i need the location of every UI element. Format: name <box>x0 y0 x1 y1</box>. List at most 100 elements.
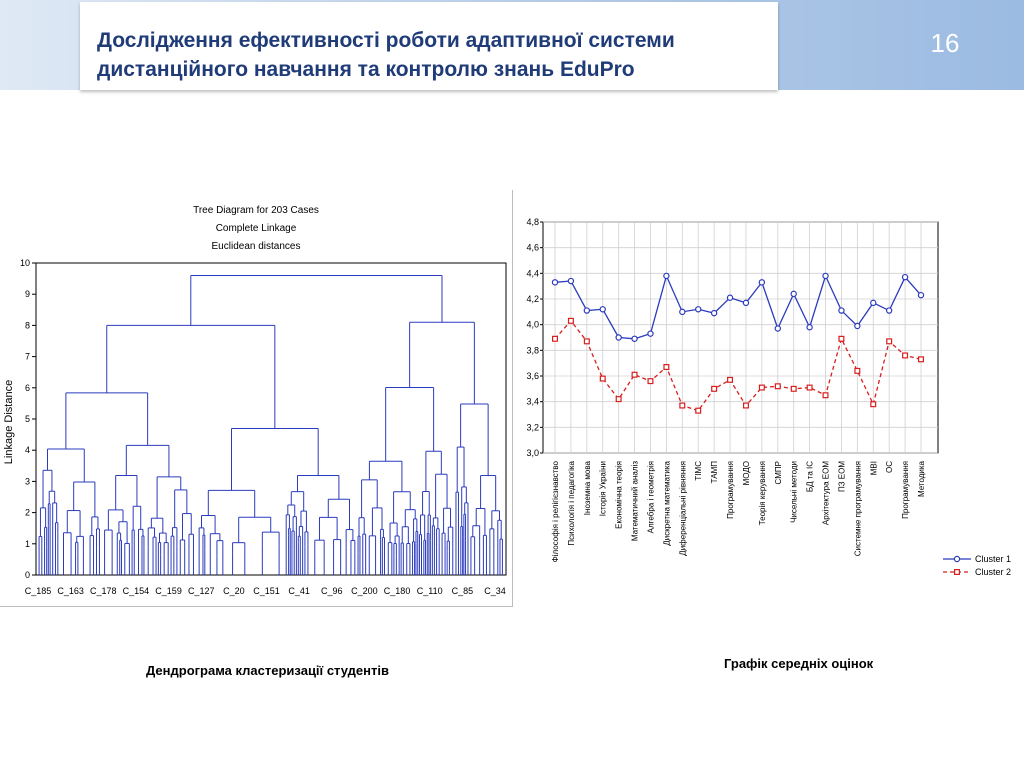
line-x-category-label: МВІ <box>869 461 878 475</box>
cluster-2-point <box>583 338 590 345</box>
line-x-category-label: Математичний аналіз <box>631 461 640 541</box>
legend-marker-square <box>954 569 961 576</box>
dendrogram-leaf-label: C_200 <box>351 586 378 596</box>
dendrogram-y-tick-label: 4 <box>25 445 30 455</box>
cluster-1-point <box>758 279 766 286</box>
title-box: Дослідження ефективності роботи адаптивн… <box>80 2 778 90</box>
cluster-1-point <box>806 324 813 331</box>
line-x-category-label: Чисельні методи <box>790 461 799 523</box>
cluster-1-point <box>790 290 797 298</box>
cluster-1-point <box>583 307 591 314</box>
dendrogram-y-tick-label: 6 <box>25 383 30 393</box>
slide-title: Дослідження ефективності роботи адаптивн… <box>97 29 675 81</box>
dendrogram-y-tick-label: 2 <box>25 508 30 518</box>
line-chart-frame <box>542 221 939 454</box>
line-x-category-label: Диференціальні рівняння <box>678 461 687 556</box>
line-x-category-label: ПЗ ЕОМ <box>837 461 846 492</box>
cluster-2-point <box>551 335 558 342</box>
line-x-category-label: Економічна теорія <box>615 461 624 529</box>
cluster-1-point <box>551 279 559 286</box>
dendrogram-panel: Tree Diagram for 203 Cases Complete Link… <box>0 190 513 607</box>
cluster-1-point <box>822 272 829 280</box>
dendrogram-y-tick-label: 7 <box>25 352 30 362</box>
line-x-category-label: Психологія і педагогіка <box>567 460 576 545</box>
dendrogram-y-tick-label: 5 <box>25 414 30 424</box>
series-line-cluster-2 <box>554 319 922 412</box>
dendrogram-subtitle-distance: Euclidean distances <box>212 241 301 252</box>
dendrogram-leaf-label: C_185 <box>25 586 52 596</box>
line-x-category-label: Алгебра і геометрія <box>646 461 655 533</box>
line-x-category-label: Історія України <box>599 461 608 516</box>
cluster-1-point <box>885 307 893 314</box>
line-x-category-label: БД та ІС <box>806 461 815 492</box>
dendrogram-leaf-label: C_85 <box>452 586 474 596</box>
cluster-2-point <box>647 378 654 385</box>
line-x-category-label: Дискретна математика <box>662 460 671 545</box>
line-x-category-label: Теорія керування <box>758 461 767 525</box>
line-y-tick-label: 3,0 <box>526 448 539 458</box>
dendrogram-y-tick-label: 10 <box>20 258 30 268</box>
series-line-cluster-1 <box>554 273 922 340</box>
cluster-1-point <box>631 335 638 342</box>
cluster-2-point <box>806 384 813 391</box>
cluster-2-point <box>567 317 574 324</box>
cluster-2-point <box>758 384 765 391</box>
cluster-2-point <box>774 383 781 390</box>
cluster-2-point <box>902 352 909 359</box>
cluster-2-point <box>711 385 718 392</box>
cluster-1-point <box>599 306 606 313</box>
line-chart-caption: Графік середніх оцінок <box>724 656 874 671</box>
cluster-1-point <box>663 272 670 280</box>
dendrogram-chart: Tree Diagram for 203 Cases Complete Link… <box>3 205 507 596</box>
line-y-tick-label: 4,6 <box>526 243 539 253</box>
cluster-2-point <box>870 401 877 408</box>
dendrogram-leaf-label: C_110 <box>417 586 443 596</box>
line-x-category-label: ТІМС <box>694 461 703 481</box>
line-x-category-label: Архітектура ЕОМ <box>822 461 831 525</box>
dendrogram-y-tick-label: 9 <box>25 289 30 299</box>
dendrogram-subtitle-linkage: Complete Linkage <box>216 223 297 234</box>
line-y-tick-label: 4,8 <box>526 217 539 227</box>
line-x-category-label: ТАМП <box>710 461 719 484</box>
dendrogram-y-tick-label: 8 <box>25 320 30 330</box>
line-x-category-label: Програмування <box>726 461 735 519</box>
cluster-2-point <box>663 364 670 371</box>
line-y-tick-label: 3,4 <box>526 397 539 407</box>
dendrogram-y-tick-label: 0 <box>25 570 30 580</box>
cluster-2-point <box>727 376 734 383</box>
cluster-2-point <box>615 396 622 403</box>
dendrogram-y-tick-label: 3 <box>25 476 30 486</box>
line-x-category-label: ОС <box>885 461 894 473</box>
dendrogram-leaf-label: C_154 <box>123 586 150 596</box>
dendrogram-title: Tree Diagram for 203 Cases <box>193 205 319 216</box>
dendrogram-leaf-label: C_151 <box>253 586 280 596</box>
cluster-1-point <box>695 306 702 313</box>
cluster-2-point <box>918 356 925 363</box>
line-y-tick-label: 4,2 <box>526 294 539 304</box>
cluster-2-point <box>695 407 702 414</box>
legend-label: Cluster 2 <box>975 567 1011 577</box>
legend-marker-circle <box>953 555 961 563</box>
legend-label: Cluster 1 <box>975 554 1011 564</box>
cluster-1-point <box>647 330 654 337</box>
line-y-tick-label: 3,6 <box>526 371 539 381</box>
cluster-1-point <box>854 322 861 330</box>
cluster-2-point <box>886 338 893 345</box>
cluster-2-point <box>742 402 749 409</box>
line-x-category-label: СМПР <box>774 461 783 484</box>
dendrogram-ylabel: Linkage Distance <box>3 380 15 464</box>
dendrogram-y-tick-label: 1 <box>25 539 30 549</box>
cluster-1-point <box>917 291 925 299</box>
dendrogram-leaf-label: C_180 <box>384 586 411 596</box>
cluster-2-point <box>631 371 638 378</box>
dendrogram-leaf-label: C_178 <box>90 586 117 596</box>
cluster-1-point <box>726 294 734 301</box>
line-y-tick-label: 3,2 <box>526 422 539 432</box>
line-x-category-label: МОДО <box>742 461 751 485</box>
dendrogram-leaf-label: C_34 <box>484 586 506 596</box>
line-x-category-label: Програмування <box>901 461 910 519</box>
dendrogram-leaf-label: C_163 <box>57 586 84 596</box>
dendrogram-leaf-label: C_20 <box>223 586 245 596</box>
line-chart-panel: 3,0 3,2 3,4 3,6 3,8 4,0 4,2 4,4 4,6 4,8 Філософія… <box>512 190 1024 600</box>
line-y-tick-label: 3,8 <box>526 345 539 355</box>
